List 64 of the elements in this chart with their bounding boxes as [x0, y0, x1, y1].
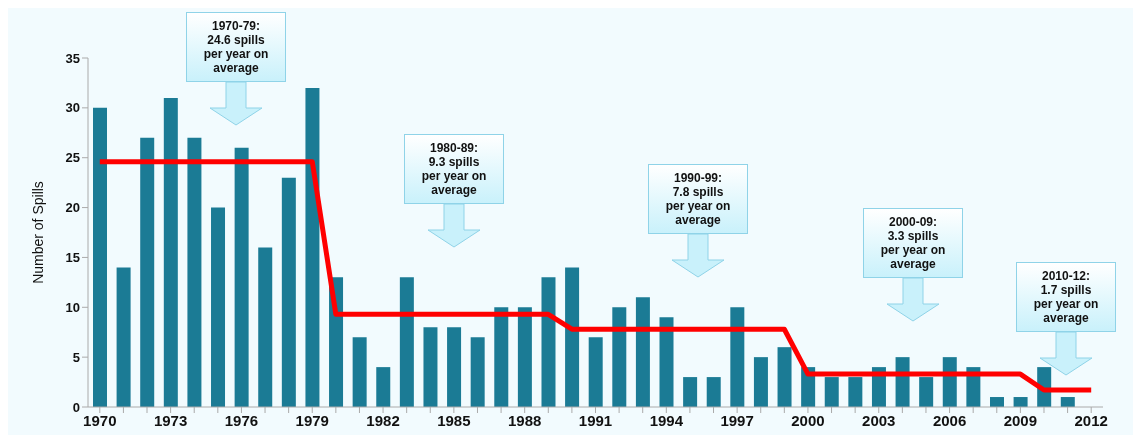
bar	[706, 377, 721, 407]
annotation: 2010-12: 1.7 spills per year on average	[1016, 262, 1116, 332]
bar	[612, 307, 627, 407]
x-tick-label: 1970	[83, 411, 117, 429]
y-tick-label: 0	[72, 399, 80, 415]
bar	[211, 207, 226, 407]
bar	[730, 307, 745, 407]
x-tick-label: 2006	[932, 411, 967, 429]
x-tick-label: 1988	[508, 411, 542, 429]
y-tick-label: 20	[65, 200, 80, 216]
bar	[258, 247, 273, 407]
x-tick-label: 1985	[437, 411, 471, 429]
bar	[470, 337, 485, 407]
bar	[541, 277, 556, 407]
bar	[399, 277, 414, 407]
bar	[989, 397, 1004, 407]
annotation: 2000-09: 3.3 spills per year on average	[863, 208, 963, 278]
bar	[93, 107, 107, 407]
x-tick-label: 1979	[295, 411, 329, 429]
y-tick-label: 10	[65, 299, 80, 315]
x-tick-label: 1973	[153, 411, 188, 429]
annotation: 1980-89: 9.3 spills per year on average	[404, 134, 504, 204]
bar	[187, 137, 202, 407]
x-tick-label: 2012	[1074, 411, 1108, 429]
x-tick-label: 1976	[224, 411, 259, 429]
bar	[919, 377, 934, 407]
y-tick-label: 30	[65, 100, 80, 116]
y-tick-label: 25	[65, 150, 80, 166]
bar	[352, 337, 367, 407]
annotation: 1970-79: 24.6 spills per year on average	[186, 12, 286, 82]
bar	[1060, 397, 1075, 407]
bar	[494, 307, 509, 407]
bar	[588, 337, 603, 407]
bar	[116, 267, 131, 407]
y-tick-label: 15	[65, 250, 80, 266]
bar	[517, 307, 532, 407]
bar	[423, 327, 438, 407]
x-tick-label: 2009	[1003, 411, 1038, 429]
bar	[163, 97, 178, 407]
x-tick-label: 2003	[862, 411, 896, 429]
bar	[848, 377, 863, 407]
bar	[140, 137, 155, 407]
bar	[659, 317, 674, 407]
y-tick-label: 35	[65, 50, 80, 66]
bar	[1013, 397, 1028, 407]
y-axis-title: Number of Spills	[29, 181, 46, 284]
bar	[565, 267, 580, 407]
bar	[635, 297, 650, 407]
x-tick-label: 1982	[366, 411, 400, 429]
bar	[376, 367, 391, 407]
bar	[234, 147, 249, 407]
bar	[824, 377, 839, 407]
x-tick-label: 1997	[720, 411, 754, 429]
x-tick-label: 1991	[578, 411, 613, 429]
x-tick-label: 2000	[791, 411, 825, 429]
bar	[447, 327, 462, 407]
y-tick-label: 5	[72, 349, 80, 365]
annotation: 1990-99: 7.8 spills per year on average	[648, 164, 748, 234]
bar	[281, 177, 296, 407]
x-tick-label: 1994	[649, 411, 684, 429]
bar	[683, 377, 698, 407]
bar	[305, 87, 320, 407]
bar	[753, 357, 768, 407]
bar	[777, 347, 792, 407]
